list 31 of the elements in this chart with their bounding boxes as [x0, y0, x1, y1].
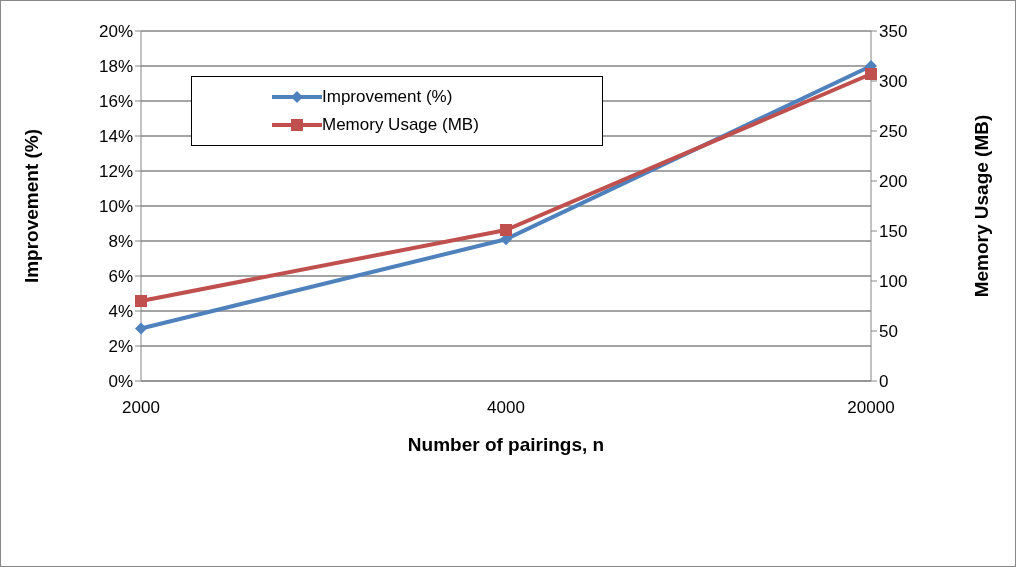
point — [135, 295, 147, 307]
legend-label: Memory Usage (MB) — [322, 115, 479, 135]
y2-tick-label: 100 — [879, 272, 908, 292]
y2-tick-label: 50 — [879, 322, 898, 342]
y2-tick-label: 350 — [879, 22, 908, 42]
y-tick-label: 12% — [98, 162, 133, 182]
y-axis-title: Improvement (%) — [20, 128, 42, 284]
legend-label: Improvement (%) — [322, 87, 453, 107]
x-tick-label: 20000 — [847, 398, 895, 418]
y2-tick-label: 200 — [879, 172, 908, 192]
x-tick-label: 4000 — [487, 398, 525, 418]
x-axis-title: Number of pairings, n — [407, 434, 605, 455]
point — [500, 224, 512, 236]
y2-tick-label: 0 — [879, 372, 889, 392]
point — [135, 322, 147, 335]
y-tick-label: 0% — [108, 372, 133, 392]
y-tick-label: 16% — [98, 92, 133, 112]
y-tick-label: 20% — [98, 22, 133, 42]
y-tick-label: 8% — [108, 232, 133, 252]
y-tick-label: 18% — [98, 57, 133, 77]
point — [865, 68, 877, 80]
y-tick-label: 14% — [98, 127, 133, 147]
x-tick-label: 2000 — [122, 398, 160, 418]
y2-tick-label: 300 — [879, 72, 908, 92]
y2-tick-label: 150 — [879, 222, 908, 242]
y2-axis-title: Memory Usage (MB) — [970, 114, 992, 298]
y-tick-label: 6% — [108, 267, 133, 287]
y2-tick-label: 250 — [879, 122, 908, 142]
y-tick-label: 10% — [98, 197, 133, 217]
y-tick-label: 4% — [108, 302, 133, 322]
y-tick-label: 2% — [108, 337, 133, 357]
